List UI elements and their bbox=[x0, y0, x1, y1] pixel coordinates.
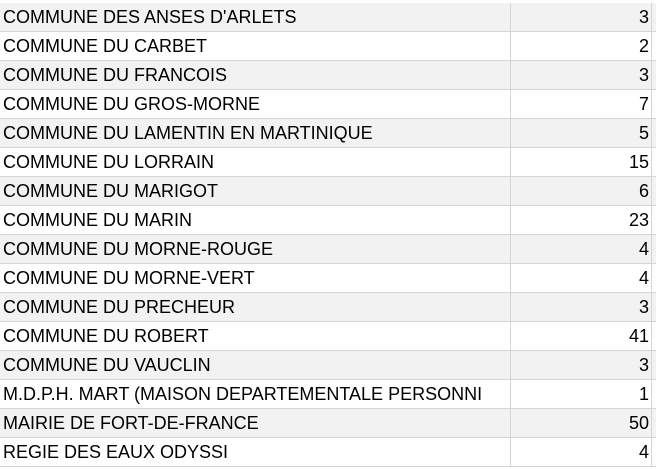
name-cell[interactable]: COMMUNE DU FRANCOIS bbox=[0, 61, 511, 89]
table-row: COMMUNE DU MARIN 23 bbox=[0, 206, 656, 235]
table-row: COMMUNE DU CARBET 2 bbox=[0, 32, 656, 61]
count-cell[interactable]: 3 bbox=[511, 351, 652, 379]
name-cell[interactable]: REGIE DES EAUX ODYSSI bbox=[0, 438, 511, 466]
count-cell[interactable]: 4 bbox=[511, 264, 652, 292]
table-row: MAIRIE DE FORT-DE-FRANCE 50 bbox=[0, 409, 656, 438]
count-cell[interactable]: 15 bbox=[511, 148, 652, 176]
table-row: COMMUNE DU LORRAIN 15 bbox=[0, 148, 656, 177]
name-cell[interactable]: COMMUNE DU LORRAIN bbox=[0, 148, 511, 176]
table-row: COMMUNE DU MARIGOT 6 bbox=[0, 177, 656, 206]
name-cell[interactable]: COMMUNE DU ROBERT bbox=[0, 322, 511, 350]
count-cell[interactable]: 4 bbox=[511, 438, 652, 466]
count-cell[interactable]: 50 bbox=[511, 409, 652, 437]
table-row: COMMUNE DU ROBERT 41 bbox=[0, 322, 656, 351]
name-cell[interactable]: COMMUNE DU CARBET bbox=[0, 32, 511, 60]
name-cell[interactable]: COMMUNE DU MARIN bbox=[0, 206, 511, 234]
table-row: COMMUNE DU MORNE-ROUGE 4 bbox=[0, 235, 656, 264]
name-cell[interactable]: M.D.P.H. MART (MAISON DEPARTEMENTALE PER… bbox=[0, 380, 511, 408]
count-cell[interactable]: 6 bbox=[511, 177, 652, 205]
name-cell[interactable]: COMMUNE DU PRECHEUR bbox=[0, 293, 511, 321]
table-row: COMMUNE DU GROS-MORNE 7 bbox=[0, 90, 656, 119]
count-cell[interactable]: 3 bbox=[511, 61, 652, 89]
count-cell[interactable]: 1 bbox=[511, 380, 652, 408]
table-row: COMMUNE DU LAMENTIN EN MARTINIQUE 5 bbox=[0, 119, 656, 148]
count-cell[interactable]: 4 bbox=[511, 235, 652, 263]
name-cell[interactable]: COMMUNE DU MORNE-VERT bbox=[0, 264, 511, 292]
count-cell[interactable]: 7 bbox=[511, 90, 652, 118]
name-cell[interactable]: COMMUNE DU VAUCLIN bbox=[0, 351, 511, 379]
table-row: COMMUNE DES ANSES D'ARLETS 3 bbox=[0, 3, 656, 32]
name-cell[interactable]: COMMUNE DU MARIGOT bbox=[0, 177, 511, 205]
name-cell[interactable]: COMMUNE DU MORNE-ROUGE bbox=[0, 235, 511, 263]
count-cell[interactable]: 3 bbox=[511, 293, 652, 321]
count-cell[interactable]: 5 bbox=[511, 119, 652, 147]
table-row: REGIE DES EAUX ODYSSI 4 bbox=[0, 438, 656, 467]
name-cell[interactable]: COMMUNE DU LAMENTIN EN MARTINIQUE bbox=[0, 119, 511, 147]
count-cell[interactable]: 3 bbox=[511, 3, 652, 31]
count-cell[interactable]: 23 bbox=[511, 206, 652, 234]
name-cell[interactable]: MAIRIE DE FORT-DE-FRANCE bbox=[0, 409, 511, 437]
table-row: COMMUNE DU MORNE-VERT 4 bbox=[0, 264, 656, 293]
name-cell[interactable]: COMMUNE DES ANSES D'ARLETS bbox=[0, 3, 511, 31]
table-row: COMMUNE DU VAUCLIN 3 bbox=[0, 351, 656, 380]
table-row: COMMUNE DU FRANCOIS 3 bbox=[0, 61, 656, 90]
table-row: M.D.P.H. MART (MAISON DEPARTEMENTALE PER… bbox=[0, 380, 656, 409]
table-row: COMMUNE DU PRECHEUR 3 bbox=[0, 293, 656, 322]
count-cell[interactable]: 41 bbox=[511, 322, 652, 350]
name-cell[interactable]: COMMUNE DU GROS-MORNE bbox=[0, 90, 511, 118]
count-cell[interactable]: 2 bbox=[511, 32, 652, 60]
